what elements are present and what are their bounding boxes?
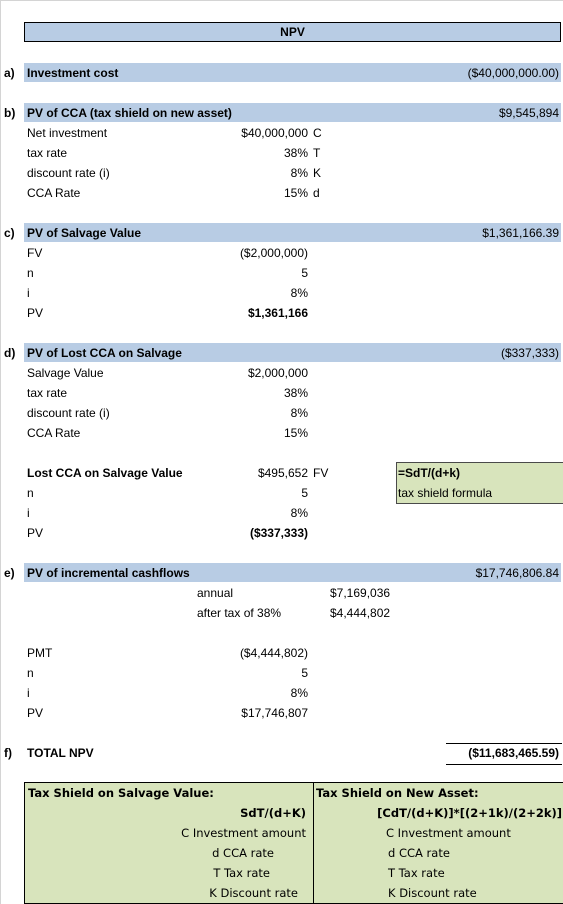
d-row-label: Salvage Value (27, 366, 104, 380)
legend-box: Tax Shield on Salvage Value: SdT/(d+K) C… (24, 782, 563, 904)
b-row-code: T (313, 146, 321, 160)
legend-right-item: K Discount rate (388, 886, 477, 900)
b-row-value: 15% (283, 186, 308, 200)
section-e-total: $17,746,806.84 (475, 566, 559, 580)
legend-left-item: T Tax rate (213, 866, 270, 880)
section-f-letter: f) (4, 746, 12, 760)
d-row2-value: 8% (290, 506, 308, 520)
lost-cca-code: FV (313, 466, 329, 480)
e-row-value: 8% (290, 686, 308, 700)
legend-right-item: C Investment amount (386, 826, 511, 840)
e-row-value: 5 (301, 666, 308, 680)
e-row-label: n (27, 666, 34, 680)
e-row-label: PV (27, 706, 44, 720)
section-c-letter: c) (4, 226, 15, 240)
c-row-label: FV (27, 246, 43, 260)
section-b-band (24, 103, 561, 122)
d-row-label: CCA Rate (27, 426, 81, 440)
section-c-band (24, 223, 561, 242)
total-bottom-rule (446, 764, 562, 765)
section-a-heading: Investment cost (27, 66, 119, 80)
section-a-letter: a) (4, 66, 15, 80)
d-row2-label: i (27, 506, 30, 520)
lost-cca-value: $495,652 (257, 466, 308, 480)
legend-right-formula: [CdT/(d+K)]*[(2+1k)/(2+2k)] (377, 806, 562, 820)
grid-top (0, 0, 563, 1)
b-row-value: 8% (290, 166, 308, 180)
d-row-value: $2,000,000 (247, 366, 308, 380)
d-row-value: 15% (283, 426, 308, 440)
b-row-code: C (313, 126, 322, 140)
section-b-total: $9,545,894 (498, 106, 559, 120)
b-row-value: 38% (283, 146, 308, 160)
section-a-total: ($40,000,000.00) (467, 66, 559, 80)
legend-left-item: d CCA rate (212, 846, 274, 860)
annual-value: $7,169,036 (330, 586, 391, 600)
d-row2-value: ($337,333) (249, 526, 308, 540)
section-f-heading: TOTAL NPV (27, 746, 94, 760)
c-row-value: 5 (301, 266, 308, 280)
legend-left-formula: SdT/(d+K) (240, 806, 306, 820)
formula-note: =SdT/(d+k) tax shield formula (396, 462, 563, 504)
section-f-total: ($11,683,465.59) (468, 746, 559, 760)
legend-right-title: Tax Shield on New Asset: (316, 786, 479, 800)
annual-label: annual (197, 586, 234, 600)
b-row-label: discount rate (i) (27, 166, 110, 180)
total-top-rule (446, 743, 562, 744)
section-e-band (24, 563, 561, 582)
section-a-band (24, 63, 561, 82)
legend-right-item: T Tax rate (388, 866, 445, 880)
e-row-value: $17,746,807 (241, 706, 308, 720)
section-d-letter: d) (4, 346, 16, 360)
d-row-label: discount rate (i) (27, 406, 110, 420)
c-row-value: 8% (290, 286, 308, 300)
section-d-total: ($337,333) (500, 346, 559, 360)
section-b-letter: b) (4, 106, 16, 120)
section-d-heading: PV of Lost CCA on Salvage (27, 346, 182, 360)
note-description: tax shield formula (398, 486, 493, 500)
b-row-label: Net investment (27, 126, 108, 140)
d-row-label: tax rate (27, 386, 68, 400)
b-row-code: d (313, 186, 320, 200)
b-row-label: tax rate (27, 146, 68, 160)
aftertax-value: $4,444,802 (330, 606, 391, 620)
note-formula: =SdT/(d+k) (398, 466, 461, 480)
c-row-value: ($2,000,000) (239, 246, 308, 260)
legend-left-title: Tax Shield on Salvage Value: (28, 786, 214, 800)
lost-cca-label: Lost CCA on Salvage Value (27, 466, 183, 480)
e-row-label: i (27, 686, 30, 700)
grid-left (0, 0, 1, 904)
c-row-label: n (27, 266, 34, 280)
page-title: NPV (24, 22, 561, 42)
d-row2-label: n (27, 486, 34, 500)
e-row-value: ($4,444,802) (239, 646, 308, 660)
section-c-total: $1,361,166.39 (482, 226, 559, 240)
b-row-value: $40,000,000 (241, 126, 308, 140)
legend-divider (313, 783, 314, 903)
b-row-code: K (313, 166, 322, 180)
legend-left-item: C Investment amount (181, 826, 306, 840)
section-d-band (24, 343, 561, 362)
legend-left-item: K Discount rate (209, 886, 298, 900)
d-row-value: 8% (290, 406, 308, 420)
d-row2-value: 5 (301, 486, 308, 500)
section-e-letter: e) (4, 566, 15, 580)
c-row-label: PV (27, 306, 44, 320)
section-e-heading: PV of incremental cashflows (27, 566, 190, 580)
d-row2-label: PV (27, 526, 44, 540)
section-b-heading: PV of CCA (tax shield on new asset) (27, 106, 232, 120)
legend-right-item: d CCA rate (388, 846, 450, 860)
section-c-heading: PV of Salvage Value (27, 226, 142, 240)
c-row-label: i (27, 286, 30, 300)
b-row-label: CCA Rate (27, 186, 81, 200)
e-row-label: PMT (27, 646, 53, 660)
d-row-value: 38% (283, 386, 308, 400)
aftertax-label: after tax of 38% (197, 606, 282, 620)
c-row-value: $1,361,166 (247, 306, 308, 320)
